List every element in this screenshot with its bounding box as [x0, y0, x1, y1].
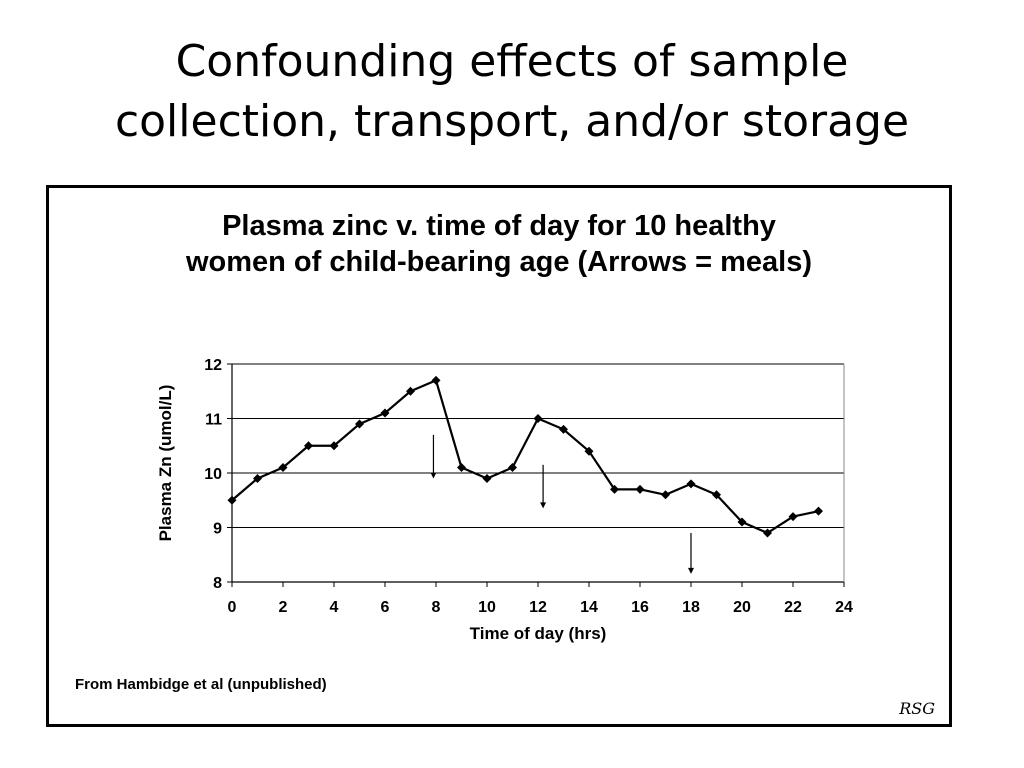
data-point — [355, 419, 364, 429]
x-axis-label: Time of day (hrs) — [470, 624, 607, 643]
data-point — [661, 490, 670, 500]
x-tick-label: 16 — [631, 599, 649, 616]
data-point — [635, 484, 645, 494]
data-point — [737, 517, 747, 527]
data-point — [304, 441, 313, 451]
data-point — [227, 495, 237, 505]
x-tick-label: 0 — [228, 599, 237, 616]
data-point — [329, 441, 339, 451]
meal-arrow — [540, 464, 547, 509]
signature: RSG — [899, 699, 935, 718]
data-point — [686, 479, 696, 489]
data-point — [712, 490, 721, 500]
data-point — [533, 414, 543, 423]
data-point — [508, 463, 517, 473]
chart-title-line-1: Plasma zinc v. time of day for 10 health… — [222, 210, 776, 242]
data-series — [227, 375, 823, 538]
data-point — [584, 446, 594, 456]
x-tick-labels: 0 2 4 6 8 10 12 14 16 18 20 22 24 — [228, 599, 853, 616]
y-axis-label: Plasma Zn (umol/L) — [156, 385, 175, 542]
data-point — [763, 528, 772, 538]
y-tick-label: 8 — [213, 575, 222, 592]
meal-arrows — [430, 434, 694, 574]
x-tick-label: 10 — [478, 599, 496, 616]
y-tick-labels: 8 9 10 11 12 — [204, 357, 222, 592]
chart-title: Plasma zinc v. time of day for 10 health… — [49, 208, 949, 280]
slide-title-line-1: Confounding effects of sample — [175, 36, 849, 87]
x-tick-label: 18 — [682, 599, 700, 616]
x-tick-label: 2 — [279, 599, 288, 616]
source-note: From Hambidge et al (unpublished) — [75, 676, 327, 693]
data-point — [431, 375, 441, 385]
series-line — [231, 379, 819, 535]
figure-frame: Plasma zinc v. time of day for 10 health… — [46, 185, 952, 727]
x-tick-label: 24 — [835, 599, 853, 616]
x-tick-label: 22 — [784, 599, 802, 616]
data-point — [380, 408, 390, 418]
axes — [227, 363, 845, 587]
x-tick-label: 12 — [529, 599, 547, 616]
data-point — [814, 506, 823, 516]
x-tick-label: 4 — [330, 599, 339, 616]
data-point — [610, 484, 619, 494]
y-tick-label: 9 — [213, 521, 222, 538]
data-point — [457, 463, 466, 473]
data-point — [482, 473, 492, 483]
data-point — [406, 386, 415, 396]
y-tick-label: 12 — [204, 357, 222, 374]
data-point — [278, 463, 288, 473]
x-tick-label: 6 — [381, 599, 390, 616]
y-tick-label: 10 — [204, 466, 222, 483]
meal-arrow — [430, 434, 437, 479]
x-tick-label: 8 — [432, 599, 441, 616]
slide-title: Confounding effects of sample collection… — [0, 32, 1024, 152]
y-tick-label: 11 — [205, 412, 222, 429]
meal-arrow — [688, 532, 694, 574]
x-tick-label: 20 — [733, 599, 751, 616]
chart-title-line-2: women of child-bearing age (Arrows = mea… — [185, 246, 813, 278]
data-point — [253, 473, 262, 483]
x-tick-label: 14 — [580, 599, 598, 616]
data-point — [788, 512, 798, 522]
data-point — [559, 424, 568, 434]
slide-title-line-2: collection, transport, and/or storage — [114, 96, 910, 147]
